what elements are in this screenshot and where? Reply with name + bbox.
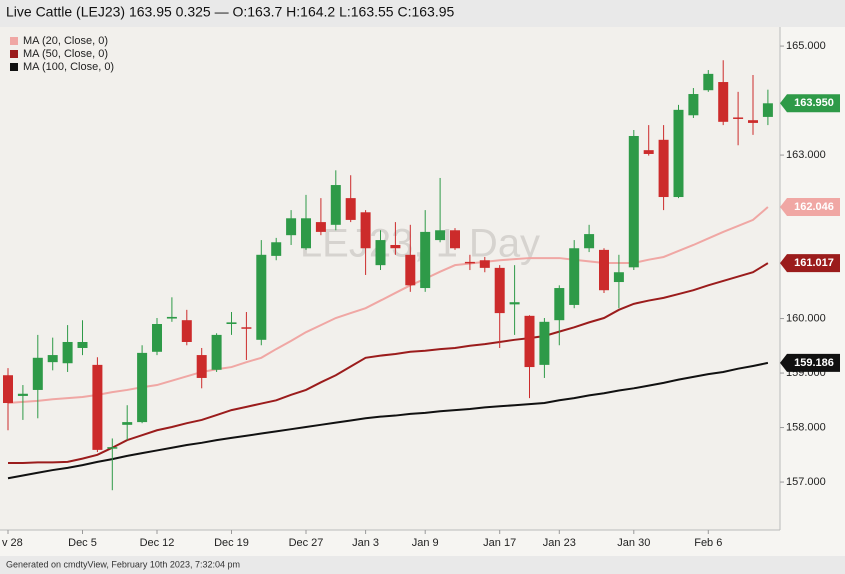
candle-body	[17, 393, 28, 396]
price-badge-label: 161.017	[794, 257, 834, 269]
chart-title: Live Cattle (LEJ23) 163.95 0.325 — O:163…	[6, 4, 455, 20]
candle-body	[673, 109, 684, 198]
watermark: LEJ23, 1 Day	[300, 222, 540, 266]
candle-body	[718, 82, 729, 122]
header-bar	[0, 0, 845, 27]
candle-body	[420, 231, 431, 289]
candle-body	[733, 117, 744, 119]
candle-body	[703, 73, 714, 91]
candle-body	[524, 315, 535, 368]
x-tick-label: v 28	[2, 537, 23, 549]
legend-swatch	[10, 50, 18, 58]
candle-body	[137, 352, 148, 423]
candle-body	[688, 94, 699, 116]
candle-body	[539, 321, 550, 365]
candle-body	[330, 185, 341, 225]
candle-body	[375, 240, 386, 266]
candle-body	[628, 135, 639, 268]
candle-body	[196, 355, 207, 378]
x-tick-label: Jan 3	[352, 537, 379, 549]
candle-body	[271, 242, 282, 256]
candle-body	[390, 244, 401, 249]
x-tick-label: Dec 27	[289, 537, 324, 549]
x-tick-label: Jan 9	[412, 537, 439, 549]
candle-body	[256, 254, 267, 340]
candle-body	[569, 248, 580, 305]
ma-line	[7, 361, 769, 480]
footer-bar	[0, 556, 845, 574]
price-badge	[780, 254, 840, 273]
legend-label: MA (20, Close, 0)	[23, 35, 108, 47]
legend-label: MA (50, Close, 0)	[23, 48, 108, 60]
candle-body	[301, 218, 311, 249]
candle-body	[360, 212, 371, 249]
candle-body	[47, 355, 58, 363]
y-tick-label: 157.000	[786, 476, 826, 488]
candle-body	[748, 120, 758, 123]
ma-line	[8, 262, 769, 464]
candle-body	[494, 267, 505, 314]
x-tick-label: Jan 23	[543, 537, 576, 549]
candle-body	[450, 230, 460, 249]
candle-body	[241, 327, 252, 329]
candle-body	[509, 302, 520, 305]
candle-body	[479, 260, 490, 268]
candle-body	[107, 447, 118, 449]
candle-body	[405, 254, 416, 286]
price-badge	[780, 94, 840, 113]
x-tick-label: Dec 19	[214, 537, 249, 549]
candle-body	[92, 364, 103, 450]
ma-line	[7, 206, 769, 405]
candle-body	[643, 150, 654, 154]
candle-body	[345, 198, 356, 220]
candle-body	[77, 341, 88, 348]
candle-body	[435, 230, 446, 241]
price-badge-label: 162.046	[794, 201, 834, 213]
candle-body	[211, 334, 222, 370]
y-tick-label: 160.000	[786, 312, 826, 324]
price-badge	[780, 353, 840, 372]
candle-body	[32, 357, 43, 390]
price-badge	[780, 198, 840, 217]
x-tick-label: Jan 30	[617, 537, 650, 549]
candle-body	[226, 322, 237, 325]
x-tick-label: Dec 12	[140, 537, 175, 549]
candle-body	[613, 272, 624, 283]
candle-body	[181, 320, 192, 342]
legend-swatch	[10, 63, 18, 71]
legend-swatch	[10, 37, 18, 45]
x-tick-label: Feb 6	[694, 537, 722, 549]
price-badge-label: 163.950	[794, 97, 834, 109]
candle-body	[152, 324, 162, 352]
y-tick-label: 165.000	[786, 40, 826, 52]
y-tick-label: 158.000	[786, 421, 826, 433]
candle-body	[122, 422, 133, 425]
candle-body	[464, 261, 475, 264]
candle-body	[554, 288, 565, 321]
x-tick-label: Jan 17	[483, 537, 516, 549]
candle-body	[599, 249, 609, 291]
x-tick-label: Dec 5	[68, 537, 97, 549]
candle-body	[762, 103, 773, 117]
candle-body	[658, 139, 669, 198]
candle-body	[166, 316, 177, 319]
candle-body	[3, 375, 13, 404]
price-badge-label: 159.186	[794, 357, 834, 369]
footer: Generated on cmdtyView, February 10th 20…	[6, 559, 240, 569]
x-axis-area	[0, 530, 845, 556]
candle-body	[62, 341, 73, 364]
candle-body	[584, 234, 595, 249]
candle-body	[315, 222, 326, 232]
candle-body	[286, 218, 297, 236]
legend-label: MA (100, Close, 0)	[23, 61, 114, 73]
plot-area	[0, 27, 780, 530]
y-tick-label: 163.000	[786, 149, 826, 161]
